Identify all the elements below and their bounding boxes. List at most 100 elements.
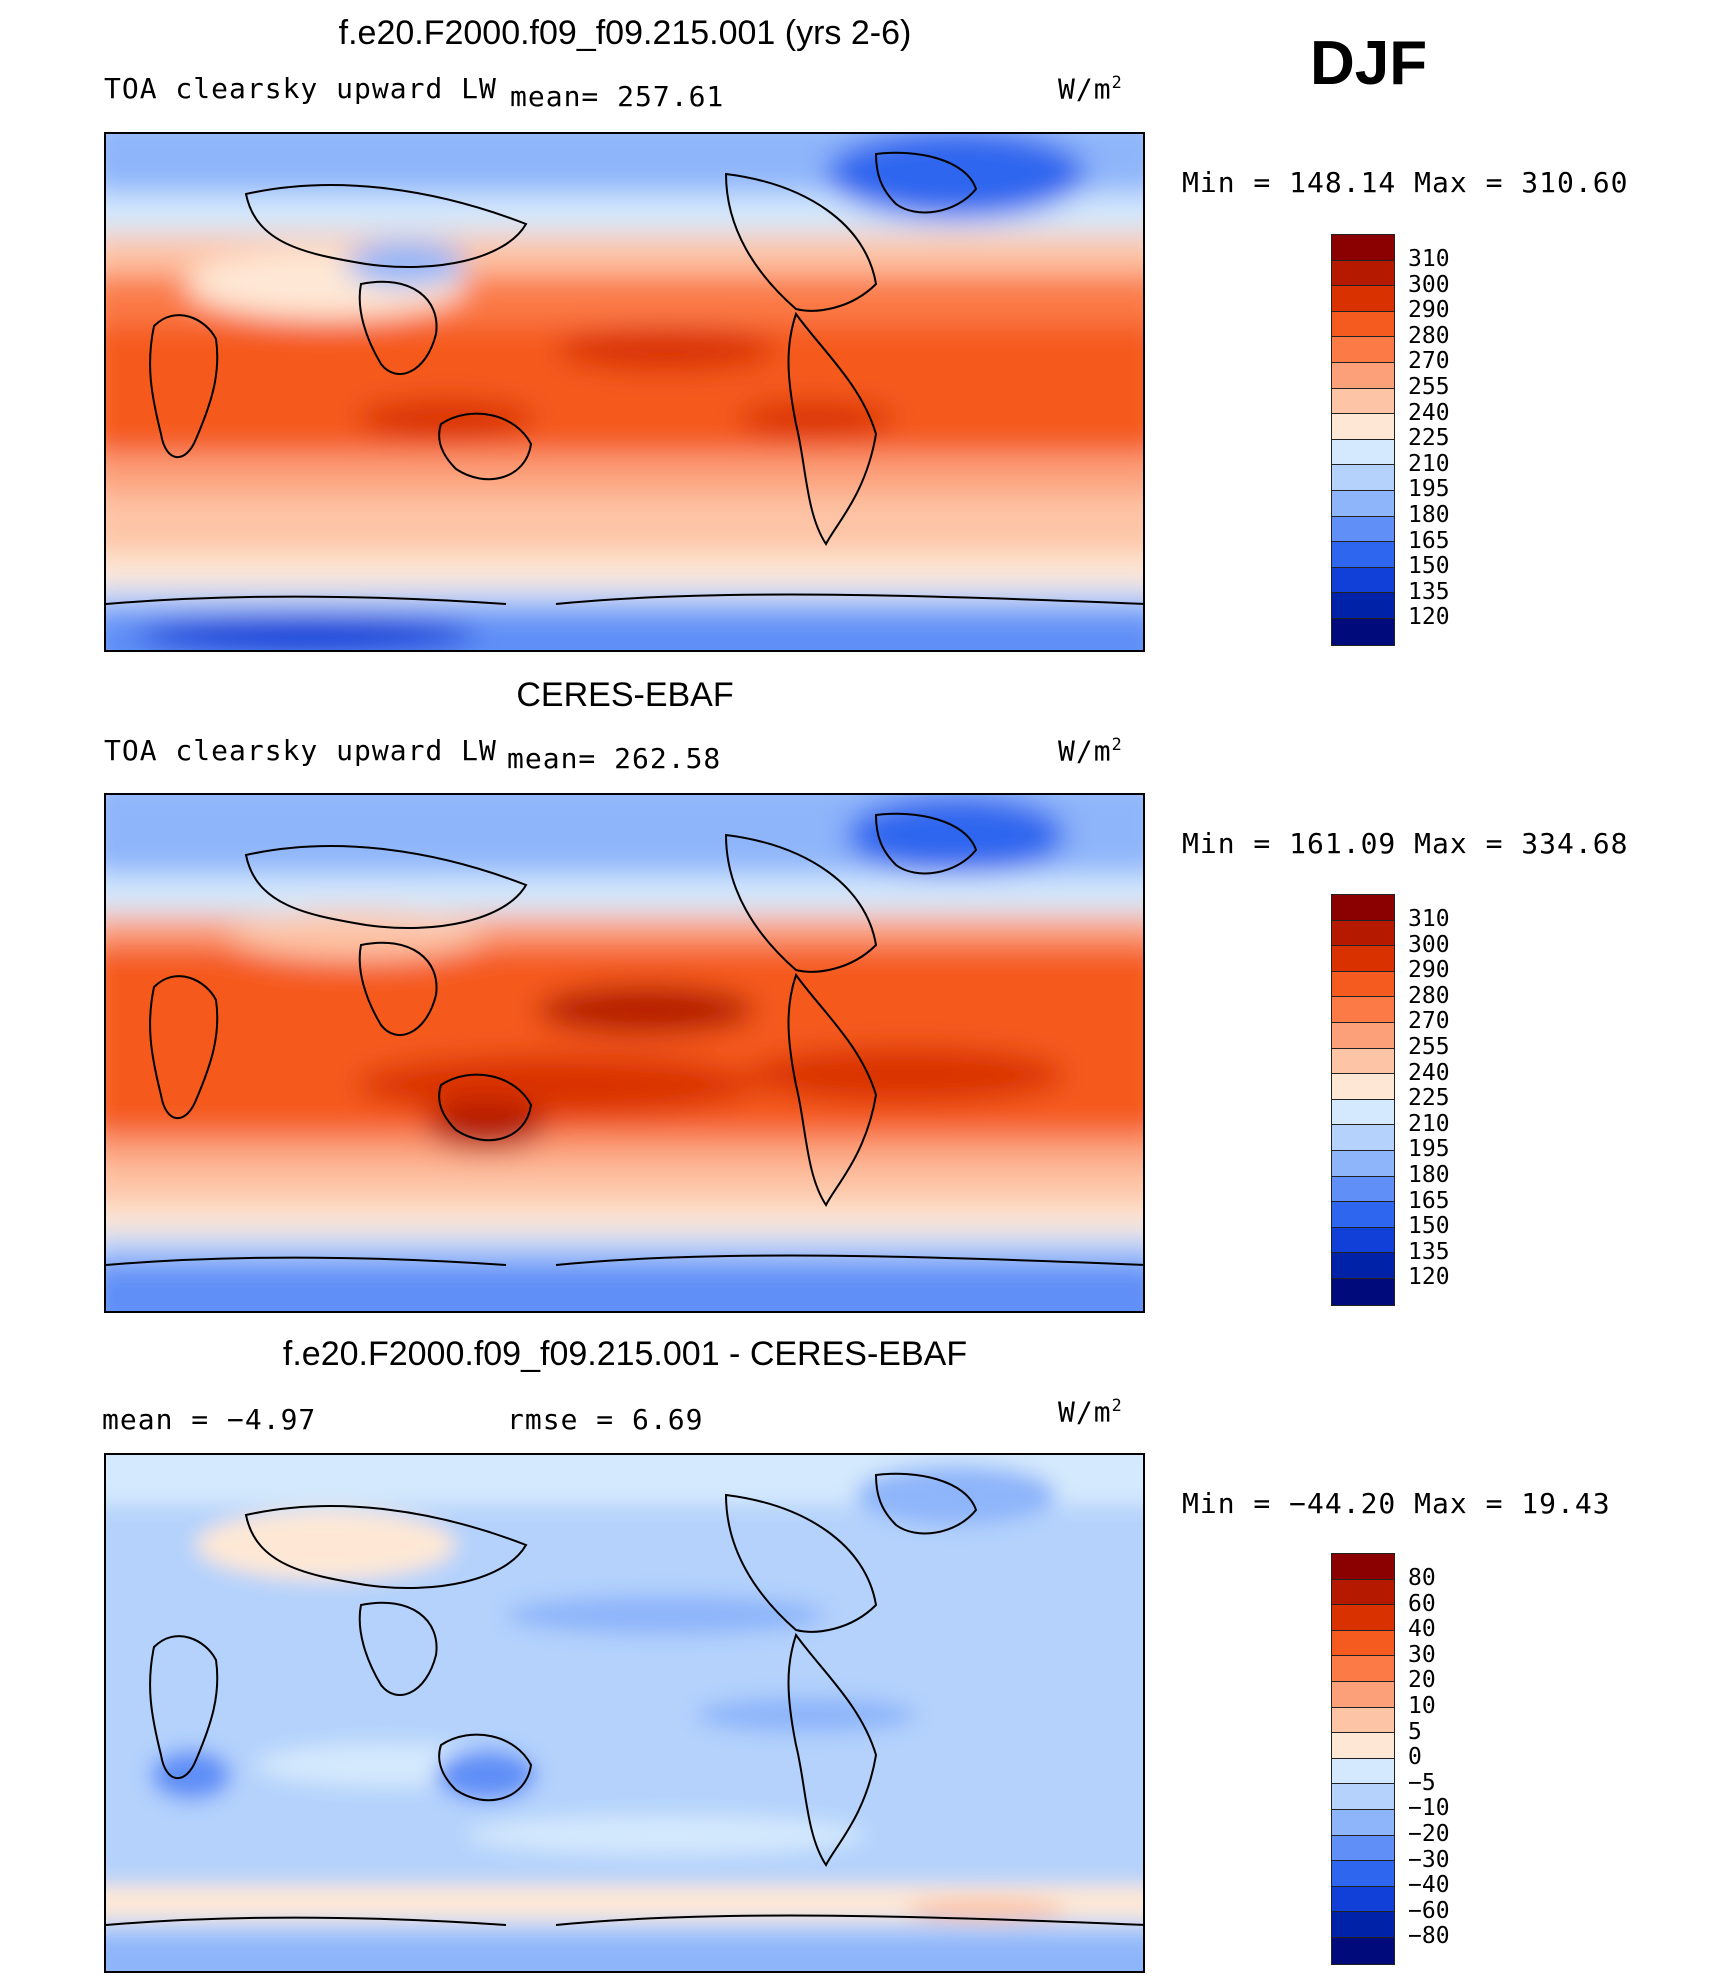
colorbar-tick-label: 240 — [1408, 1059, 1450, 1086]
colorbar-tick-label: 225 — [1408, 1085, 1450, 1112]
colorbar-segment — [1332, 1554, 1394, 1580]
colorbar-segment — [1332, 1937, 1394, 1964]
colorbar-segment — [1332, 1579, 1394, 1606]
colorbar-tick-label: −30 — [1408, 1846, 1450, 1873]
colorbar-segment — [1332, 260, 1394, 287]
colorbar-tick-label: 135 — [1408, 1238, 1450, 1265]
panel-3-coastlines — [106, 1472, 1143, 1926]
panel-3-units: W/m2 — [1058, 1395, 1123, 1429]
panel-3-field — [106, 1455, 1143, 1971]
panel-1-map — [104, 132, 1145, 652]
colorbar-segment — [1332, 414, 1394, 440]
panel-1-units: W/m2 — [1058, 72, 1123, 106]
colorbar-tick-label: 30 — [1408, 1641, 1436, 1668]
colorbar-segment — [1332, 1048, 1394, 1075]
colorbar-segment — [1332, 1835, 1394, 1862]
colorbar-tick-label: −10 — [1408, 1795, 1450, 1822]
colorbar-segment — [1332, 895, 1394, 921]
colorbar-tick-label: 270 — [1408, 348, 1450, 375]
colorbar-segment — [1332, 1202, 1394, 1228]
colorbar-segment — [1332, 1861, 1394, 1887]
colorbar-tick-label: 135 — [1408, 578, 1450, 605]
panel-1-colorbar-ticks: 310 300 290 280 270 255 240 225 210 195 180 165 150 1… — [1408, 246, 1450, 631]
colorbar-tick-label: 280 — [1408, 322, 1450, 349]
colorbar-segment — [1332, 516, 1394, 543]
colorbar-tick-label: 255 — [1408, 1033, 1450, 1060]
colorbar-segment — [1332, 593, 1394, 619]
panel-1-field — [106, 134, 1143, 650]
colorbar-segment — [1332, 1125, 1394, 1151]
panel-1-variable-label: TOA clearsky upward LW — [104, 72, 497, 105]
colorbar-tick-label: 225 — [1408, 425, 1450, 452]
colorbar-tick-label: 255 — [1408, 373, 1450, 400]
colorbar-segment — [1332, 1656, 1394, 1682]
panel-3-title: f.e20.F2000.f09_f09.215.001 - CERES-EBAF — [282, 1335, 968, 1373]
colorbar-segment — [1332, 1253, 1394, 1279]
panel-1-mean: mean= 257.61 — [510, 80, 725, 113]
colorbar-segment — [1332, 1912, 1394, 1938]
colorbar-segment — [1332, 1886, 1394, 1913]
colorbar-segment — [1332, 971, 1394, 998]
colorbar-segment — [1332, 337, 1394, 363]
colorbar-tick-label: 210 — [1408, 450, 1450, 477]
panel-2-mean: mean= 262.58 — [507, 742, 722, 775]
colorbar-tick-label: 300 — [1408, 931, 1450, 958]
colorbar-tick-label: 310 — [1408, 906, 1450, 932]
colorbar-segment — [1332, 1784, 1394, 1810]
panel-1-title: f.e20.F2000.f09_f09.215.001 (yrs 2-6) — [338, 14, 912, 52]
colorbar-segment — [1332, 542, 1394, 568]
panel-1-colorbar — [1331, 234, 1395, 646]
panel-2-variable-label: TOA clearsky upward LW — [104, 734, 497, 767]
colorbar-segment — [1332, 946, 1394, 972]
colorbar-segment — [1332, 439, 1394, 466]
colorbar-segment — [1332, 1176, 1394, 1203]
colorbar-tick-label: −40 — [1408, 1872, 1450, 1899]
colorbar-segment — [1332, 618, 1394, 645]
colorbar-tick-label: 310 — [1408, 246, 1450, 272]
colorbar-segment — [1332, 1630, 1394, 1657]
colorbar-tick-label: 195 — [1408, 476, 1450, 503]
colorbar-segment — [1332, 465, 1394, 491]
colorbar-segment — [1332, 1099, 1394, 1126]
colorbar-segment — [1332, 311, 1394, 338]
panel-2-field — [106, 795, 1143, 1311]
colorbar-segment — [1332, 1758, 1394, 1785]
colorbar-segment — [1332, 362, 1394, 389]
colorbar-tick-label: −5 — [1408, 1769, 1436, 1796]
colorbar-tick-label: −20 — [1408, 1820, 1450, 1847]
colorbar-tick-label: 195 — [1408, 1136, 1450, 1163]
colorbar-tick-label: 180 — [1408, 501, 1450, 528]
colorbar-segment — [1332, 1227, 1394, 1254]
colorbar-segment — [1332, 1150, 1394, 1177]
panel-2-title: CERES-EBAF — [516, 676, 734, 714]
panel-3-rmse: rmse = 6.69 — [507, 1403, 704, 1436]
colorbar-segment — [1332, 286, 1394, 312]
colorbar-tick-label: 210 — [1408, 1110, 1450, 1137]
colorbar-tick-label: 0 — [1408, 1744, 1422, 1771]
panel-2-colorbar — [1331, 894, 1395, 1306]
season-label: DJF — [1310, 29, 1428, 98]
panel-3-mean: mean = −4.97 — [102, 1403, 317, 1436]
panel-2-colorbar-ticks: 310 300 290 280 270 255 240 225 210 195 180 165 150 1… — [1408, 906, 1450, 1291]
colorbar-tick-label: 165 — [1408, 527, 1450, 554]
panel-3-colorbar-ticks: 80 60 40 30 20 10 5 0 −5 −10 −20 −30 −40 −60 −80 — [1408, 1565, 1450, 1950]
colorbar-tick-label: 150 — [1408, 1213, 1450, 1240]
colorbar-tick-label: 290 — [1408, 297, 1450, 324]
panel-2-units: W/m2 — [1058, 734, 1123, 768]
colorbar-tick-label: 120 — [1408, 1264, 1450, 1291]
panel-2-minmax: Min = 161.09 Max = 334.68 — [1182, 827, 1629, 860]
colorbar-tick-label: 290 — [1408, 957, 1450, 984]
colorbar-segment — [1332, 1733, 1394, 1759]
colorbar-tick-label: 280 — [1408, 982, 1450, 1009]
colorbar-tick-label: 180 — [1408, 1161, 1450, 1188]
colorbar-segment — [1332, 1707, 1394, 1734]
colorbar-segment — [1332, 235, 1394, 261]
colorbar-segment — [1332, 490, 1394, 517]
panel-3-colorbar — [1331, 1553, 1395, 1965]
colorbar-tick-label: 40 — [1408, 1616, 1436, 1643]
colorbar-segment — [1332, 1605, 1394, 1631]
panel-1-minmax: Min = 148.14 Max = 310.60 — [1182, 166, 1629, 199]
colorbar-tick-label: 60 — [1408, 1590, 1436, 1617]
colorbar-segment — [1332, 388, 1394, 415]
colorbar-tick-label: 270 — [1408, 1008, 1450, 1035]
